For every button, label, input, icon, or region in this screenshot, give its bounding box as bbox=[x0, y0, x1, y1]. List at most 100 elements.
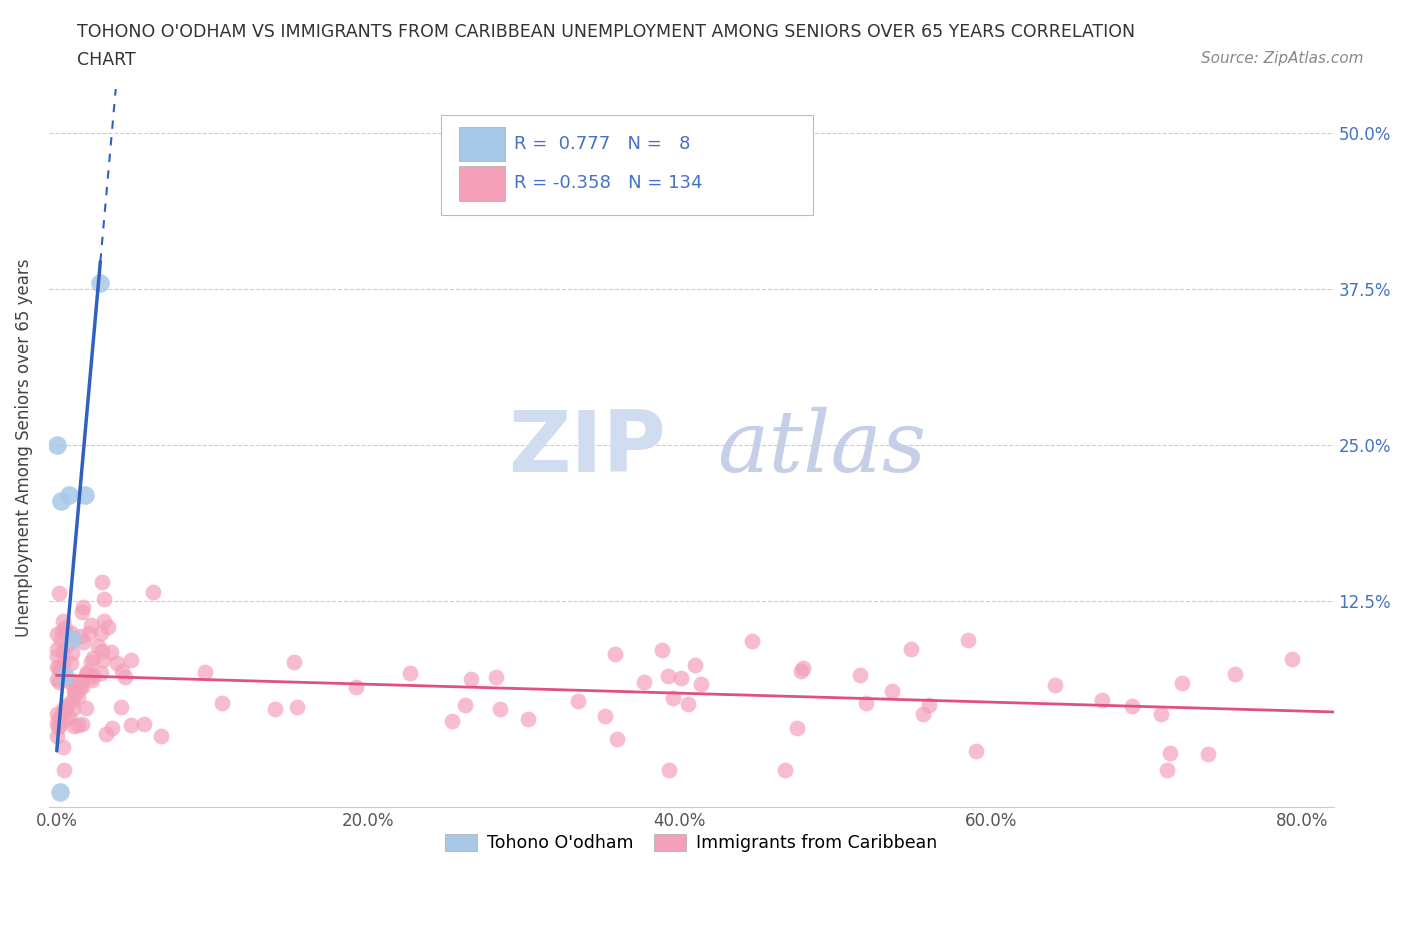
Point bbox=[52, 762, 75, 777]
Point bbox=[93, 653, 115, 668]
Point bbox=[1281, 652, 1303, 667]
Point bbox=[70, 680, 93, 695]
Point bbox=[53, 702, 76, 717]
Legend: Tohono O'odham, Immigrants from Caribbean: Tohono O'odham, Immigrants from Caribbea… bbox=[439, 827, 945, 859]
Point bbox=[67, 690, 90, 705]
Point bbox=[48, 586, 70, 601]
Point bbox=[46, 626, 69, 641]
Point bbox=[46, 648, 69, 663]
Point bbox=[45, 706, 67, 721]
Point bbox=[52, 704, 75, 719]
Point bbox=[53, 712, 76, 727]
Point bbox=[75, 668, 97, 683]
Point bbox=[849, 668, 872, 683]
Point bbox=[97, 619, 120, 634]
Point bbox=[59, 625, 82, 640]
Text: atlas: atlas bbox=[717, 406, 927, 489]
Point bbox=[49, 785, 72, 800]
Point bbox=[676, 697, 699, 711]
Point bbox=[657, 669, 679, 684]
Point bbox=[60, 656, 83, 671]
Point bbox=[46, 715, 69, 730]
Point bbox=[741, 634, 763, 649]
Point bbox=[56, 698, 79, 713]
Point bbox=[53, 620, 76, 635]
Point bbox=[63, 686, 86, 701]
Point bbox=[96, 727, 118, 742]
Point bbox=[48, 711, 70, 725]
Point bbox=[786, 721, 808, 736]
Point bbox=[63, 684, 86, 698]
Point bbox=[66, 717, 89, 732]
Point bbox=[1197, 747, 1219, 762]
Point bbox=[142, 584, 165, 599]
Point bbox=[82, 672, 104, 687]
Point bbox=[46, 642, 69, 657]
Point bbox=[957, 632, 980, 647]
Point bbox=[58, 710, 80, 724]
Point bbox=[72, 717, 94, 732]
Point bbox=[90, 666, 112, 681]
Point bbox=[105, 656, 128, 671]
Point bbox=[193, 664, 215, 679]
Point bbox=[60, 694, 83, 709]
Point bbox=[49, 662, 72, 677]
Point bbox=[70, 604, 93, 619]
Point bbox=[53, 624, 76, 639]
Point bbox=[60, 645, 83, 660]
Point bbox=[489, 701, 512, 716]
Point bbox=[76, 664, 98, 679]
Point bbox=[911, 707, 934, 722]
Point bbox=[48, 661, 70, 676]
Point bbox=[882, 684, 904, 698]
Point bbox=[52, 700, 75, 715]
Point bbox=[683, 658, 706, 672]
Point bbox=[80, 618, 103, 632]
Text: Source: ZipAtlas.com: Source: ZipAtlas.com bbox=[1201, 51, 1364, 66]
Point bbox=[93, 613, 115, 628]
Point bbox=[93, 591, 115, 606]
Point bbox=[567, 693, 589, 708]
Point bbox=[100, 721, 122, 736]
Point bbox=[72, 600, 94, 615]
Point bbox=[211, 696, 233, 711]
Point bbox=[52, 644, 75, 658]
Point bbox=[46, 728, 69, 743]
Point bbox=[283, 654, 305, 669]
Point bbox=[111, 664, 134, 679]
Point bbox=[792, 660, 814, 675]
Point bbox=[63, 718, 86, 733]
Point bbox=[75, 700, 97, 715]
Point bbox=[1121, 699, 1143, 714]
Point bbox=[1171, 676, 1194, 691]
Point bbox=[89, 275, 111, 290]
Point bbox=[87, 639, 110, 654]
Point bbox=[60, 631, 83, 646]
Point bbox=[855, 696, 877, 711]
Point bbox=[593, 709, 616, 724]
Point bbox=[79, 625, 101, 640]
Point bbox=[120, 717, 142, 732]
Point bbox=[603, 647, 626, 662]
Point bbox=[606, 732, 628, 747]
Point bbox=[91, 575, 114, 590]
Text: TOHONO O'ODHAM VS IMMIGRANTS FROM CARIBBEAN UNEMPLOYMENT AMONG SENIORS OVER 65 Y: TOHONO O'ODHAM VS IMMIGRANTS FROM CARIBB… bbox=[77, 23, 1136, 41]
Point bbox=[60, 674, 83, 689]
Point bbox=[1159, 746, 1181, 761]
Point bbox=[45, 438, 67, 453]
Point bbox=[1043, 678, 1066, 693]
Point bbox=[52, 739, 75, 754]
Point bbox=[80, 670, 103, 684]
Point bbox=[49, 717, 72, 732]
Point bbox=[59, 674, 82, 689]
Point bbox=[90, 626, 112, 641]
Point bbox=[114, 670, 136, 684]
Point bbox=[398, 665, 420, 680]
Text: R = -0.358   N = 134: R = -0.358 N = 134 bbox=[515, 175, 703, 193]
Point bbox=[65, 681, 87, 696]
Point bbox=[55, 638, 77, 653]
Point bbox=[651, 643, 673, 658]
Point bbox=[1150, 707, 1173, 722]
Point bbox=[485, 670, 508, 684]
Point bbox=[70, 629, 93, 644]
